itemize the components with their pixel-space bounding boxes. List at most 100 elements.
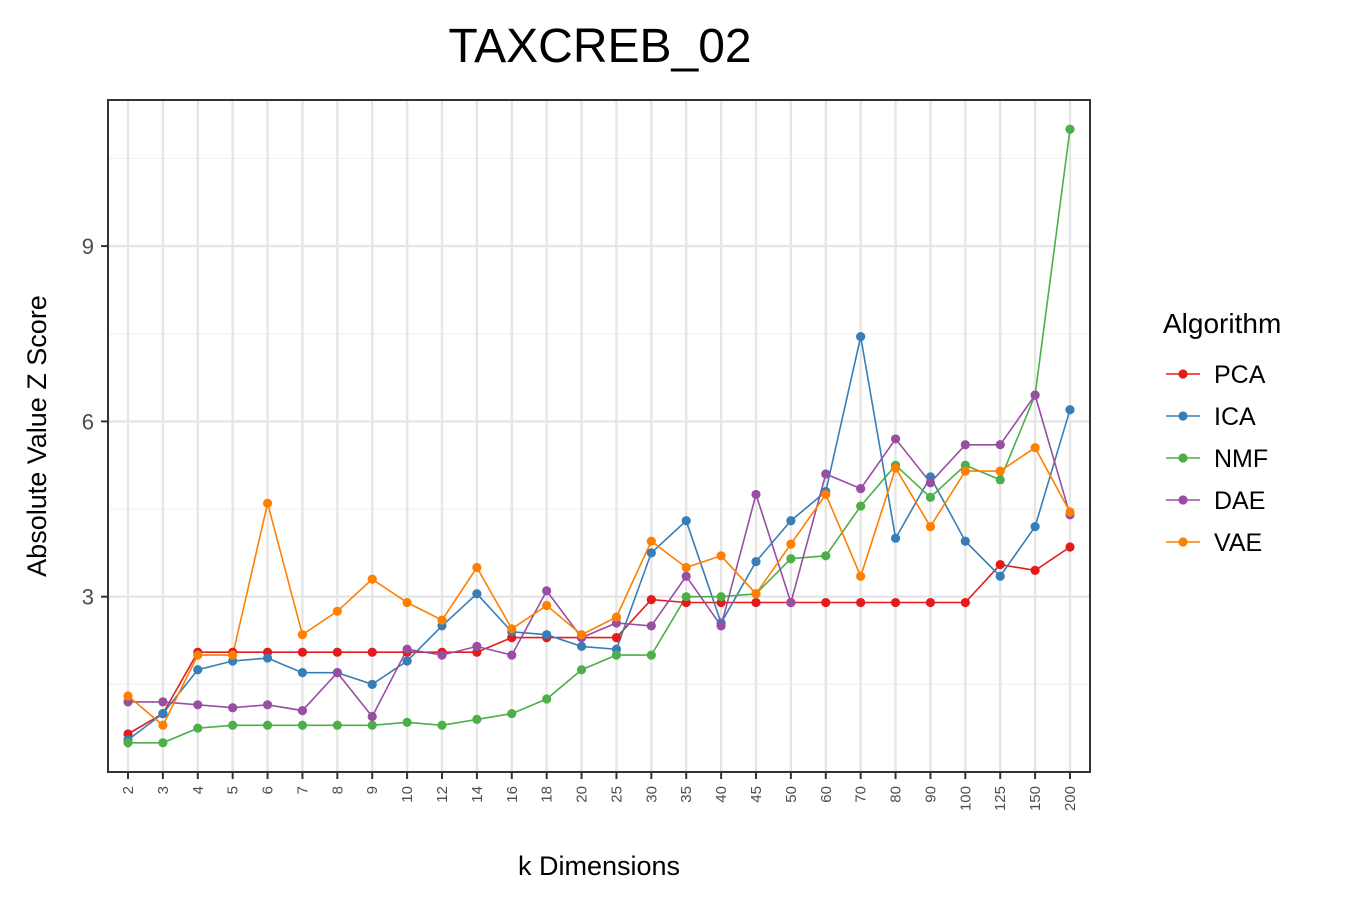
- data-point-nmf: [576, 665, 587, 675]
- legend-label-vae: VAE: [1214, 529, 1262, 557]
- data-point-nmf: [786, 554, 796, 564]
- series-points: [123, 124, 1075, 748]
- x-tick-label: 4: [190, 786, 207, 794]
- data-point-ica: [158, 708, 168, 719]
- x-tick-label: 7: [294, 786, 311, 794]
- data-point-nmf: [332, 720, 342, 730]
- data-point-pca: [890, 597, 901, 608]
- data-point-ica: [681, 516, 691, 526]
- data-point-vae: [960, 466, 970, 476]
- series-line-pca: [127, 546, 1071, 735]
- data-point-vae: [995, 466, 1005, 476]
- x-tick-label: 150: [1027, 786, 1044, 811]
- x-axis-title: k Dimensions: [518, 851, 680, 881]
- legend-marker-vae: [1178, 537, 1188, 547]
- data-point-vae: [681, 562, 691, 573]
- x-tick-label: 5: [225, 786, 242, 794]
- data-point-dae: [751, 489, 761, 500]
- legend-marker-nmf: [1178, 453, 1188, 463]
- x-tick-label: 6: [260, 786, 277, 794]
- x-tick-label: 100: [957, 786, 974, 811]
- data-point-ica: [646, 548, 656, 558]
- series-line-vae: [127, 446, 1071, 727]
- data-point-pca: [925, 597, 936, 608]
- x-tick-label: 10: [399, 786, 416, 803]
- data-point-dae: [332, 668, 342, 678]
- data-point-pca: [960, 597, 970, 608]
- data-point-dae: [960, 440, 970, 450]
- legend-marker-pca: [1178, 369, 1188, 379]
- data-point-dae: [681, 571, 691, 581]
- data-point-nmf: [228, 720, 238, 730]
- y-axis-ticks: 3 6 9: [82, 234, 108, 610]
- x-tick-label: 3: [155, 786, 172, 794]
- data-point-nmf: [925, 492, 936, 502]
- data-point-pca: [367, 647, 377, 657]
- series-line-dae: [128, 393, 1071, 718]
- data-point-vae: [402, 597, 412, 608]
- data-point-vae: [367, 574, 377, 584]
- data-point-nmf: [995, 475, 1005, 485]
- data-point-nmf: [821, 551, 831, 561]
- data-point-ica: [367, 679, 377, 689]
- data-point-vae: [262, 498, 273, 508]
- x-tick-label: 25: [608, 786, 625, 803]
- data-point-pca: [1030, 565, 1040, 576]
- x-tick-label: 200: [1062, 786, 1079, 811]
- data-point-dae: [402, 644, 412, 654]
- data-point-dae: [228, 703, 238, 713]
- legend-marker-ica: [1178, 411, 1188, 421]
- data-point-nmf: [193, 723, 203, 733]
- data-point-dae: [367, 711, 377, 722]
- data-point-dae: [437, 650, 447, 660]
- data-point-vae: [297, 630, 308, 640]
- data-point-nmf: [472, 714, 482, 725]
- legend-items: PCA ICA NMF DAE VAE: [1166, 361, 1268, 557]
- x-tick-label: 35: [678, 786, 695, 803]
- grid: [108, 100, 1090, 772]
- data-point-pca: [995, 559, 1005, 570]
- data-point-ica: [960, 536, 970, 546]
- data-point-pca: [1065, 542, 1075, 552]
- legend-title: Algorithm: [1163, 308, 1281, 339]
- data-point-ica: [1030, 521, 1040, 532]
- data-point-nmf: [542, 694, 552, 704]
- x-tick-label: 12: [434, 786, 451, 803]
- data-point-dae: [821, 469, 831, 479]
- data-point-ica: [995, 571, 1005, 581]
- data-point-dae: [856, 483, 866, 494]
- data-point-vae: [786, 539, 796, 549]
- data-point-dae: [297, 706, 308, 716]
- legend-label-nmf: NMF: [1214, 445, 1268, 473]
- data-point-pca: [611, 633, 622, 643]
- x-tick-label: 14: [469, 786, 486, 803]
- data-point-pca: [297, 647, 308, 657]
- legend-marker-dae: [1178, 495, 1188, 505]
- series-line-ica: [127, 336, 1071, 741]
- data-point-vae: [716, 551, 726, 561]
- data-point-nmf: [716, 592, 726, 602]
- data-point-nmf: [646, 650, 656, 660]
- data-point-dae: [542, 586, 552, 596]
- data-point-vae: [437, 615, 447, 625]
- x-tick-label: 40: [713, 786, 730, 803]
- data-point-ica: [576, 641, 587, 651]
- data-point-vae: [1065, 507, 1075, 517]
- data-point-nmf: [123, 738, 133, 748]
- data-point-nmf: [262, 720, 273, 730]
- x-tick-label: 8: [329, 786, 346, 794]
- data-point-vae: [472, 562, 482, 573]
- data-point-ica: [751, 557, 761, 567]
- plot-panel-border: [107, 99, 1091, 773]
- data-point-ica: [472, 589, 482, 599]
- data-point-nmf: [856, 501, 866, 511]
- data-point-dae: [507, 650, 517, 660]
- data-point-nmf: [437, 720, 447, 730]
- x-tick-label: 30: [643, 786, 660, 803]
- data-point-dae: [925, 478, 936, 488]
- data-point-dae: [262, 700, 273, 710]
- y-tick-label: 6: [82, 409, 94, 434]
- data-point-ica: [1065, 405, 1075, 415]
- data-point-vae: [646, 536, 656, 546]
